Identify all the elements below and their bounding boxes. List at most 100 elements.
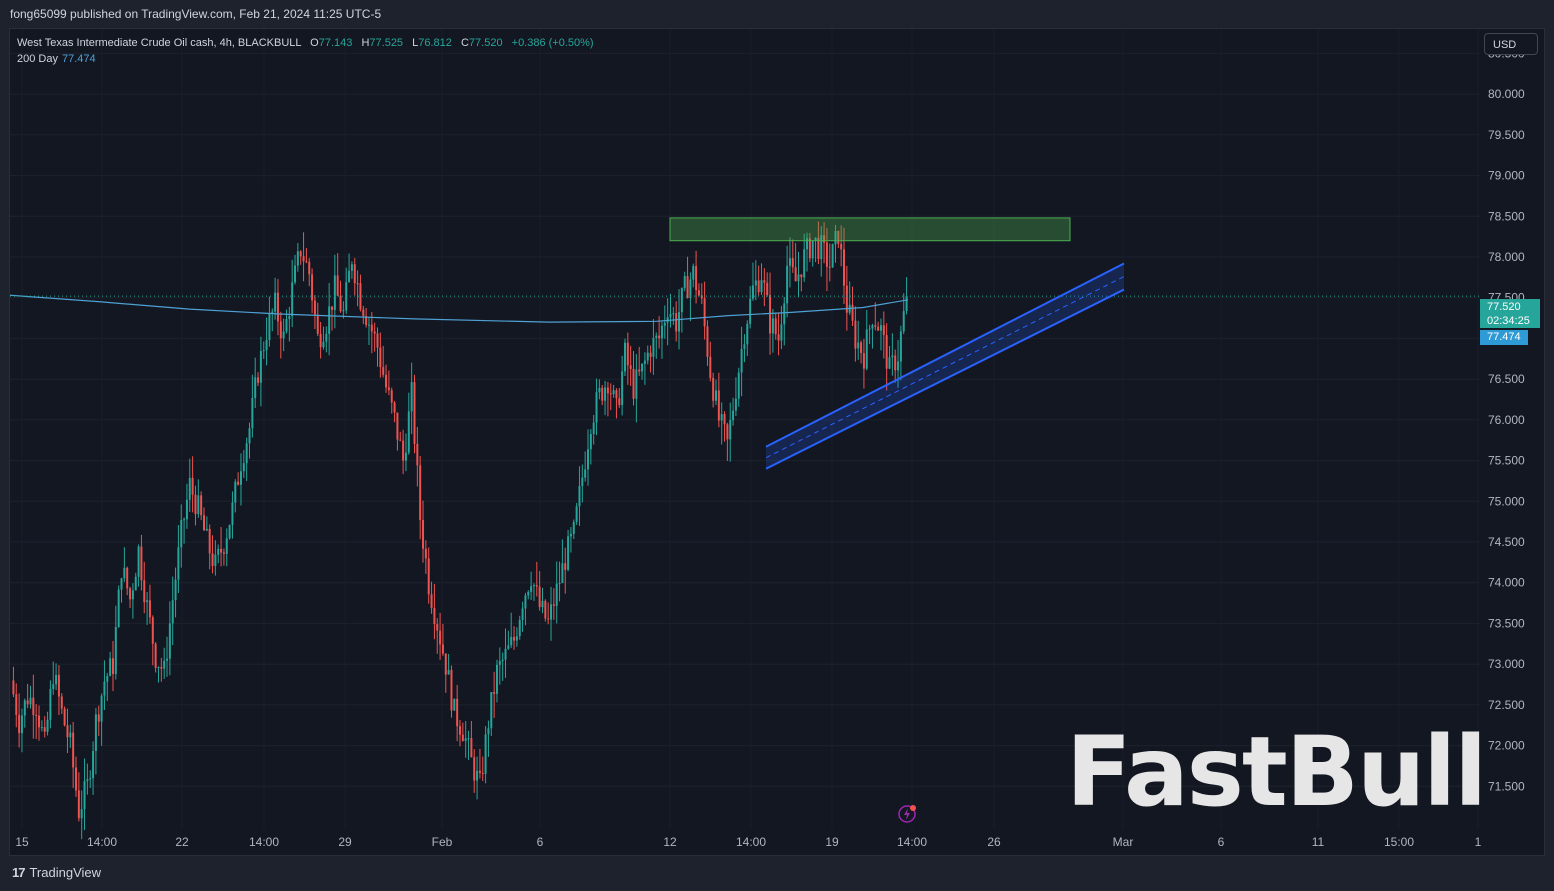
candle-body <box>518 619 521 637</box>
footer-bar: 17 TradingView <box>0 858 1554 891</box>
candle-body <box>285 319 288 332</box>
candle-body <box>302 256 305 262</box>
candle-body <box>663 322 666 326</box>
price-tick-label: 79.000 <box>1488 169 1525 183</box>
candle-body <box>823 235 826 243</box>
price-tick-label: 78.500 <box>1488 209 1525 223</box>
price-tick-label: 76.500 <box>1488 372 1525 386</box>
candle-body <box>877 326 880 331</box>
candle-body <box>257 377 260 383</box>
candle-body <box>720 414 723 421</box>
replay-icon[interactable] <box>896 803 918 825</box>
candle-body <box>111 658 114 674</box>
ma200-line <box>10 294 909 323</box>
candle-body <box>629 365 632 369</box>
last-price-value: 77.520 <box>1487 301 1521 313</box>
candle-body <box>188 477 191 500</box>
candle-body <box>276 292 279 322</box>
candle-body <box>200 495 203 516</box>
candle-body <box>882 325 885 336</box>
ma-value: 77.474 <box>61 53 96 65</box>
candle-body <box>331 306 333 310</box>
candle-body <box>507 645 510 649</box>
candle-body <box>638 369 641 372</box>
candle-body <box>700 295 703 299</box>
candle-body <box>353 264 356 284</box>
candle-body <box>89 778 92 780</box>
candle-body <box>658 335 661 339</box>
candle-body <box>481 772 484 774</box>
candle-body <box>52 684 55 689</box>
time-tick-label: 22 <box>175 835 189 849</box>
candle-body <box>504 648 507 660</box>
candle-body <box>521 608 524 620</box>
chart-panel[interactable]: 80.50080.00079.50079.00078.50078.00077.5… <box>9 28 1545 856</box>
candle-body <box>83 781 86 810</box>
candle-body <box>413 382 416 444</box>
time-tick-label: 14:00 <box>897 835 927 849</box>
candle-body <box>746 323 749 345</box>
candle-body <box>174 579 177 601</box>
candle-body <box>854 320 857 349</box>
candle-body <box>606 387 609 394</box>
candle-body <box>456 698 459 727</box>
candle-body <box>120 578 123 590</box>
chart-svg[interactable]: 80.50080.00079.50079.00078.50078.00077.5… <box>10 29 1544 855</box>
candle-body <box>248 428 251 444</box>
open-label: O <box>310 37 319 49</box>
candle-body <box>550 604 553 620</box>
candle-body <box>473 757 476 781</box>
candle-body <box>72 732 75 768</box>
price-tick-label: 79.500 <box>1488 128 1525 142</box>
candle-body <box>774 318 777 335</box>
candle-body <box>584 469 587 478</box>
low-value: 76.812 <box>418 37 452 49</box>
candle-body <box>592 422 595 435</box>
candle-body <box>160 667 163 669</box>
time-tick-label: 14:00 <box>736 835 766 849</box>
candle-body <box>268 313 271 340</box>
candle-body <box>530 586 533 592</box>
candle-body <box>211 553 214 566</box>
candle-body <box>717 390 720 421</box>
candle-body <box>581 477 584 487</box>
candle-body <box>572 521 575 534</box>
candle-body <box>220 548 223 553</box>
currency-button[interactable]: USD <box>1484 33 1538 55</box>
candle-body <box>77 790 80 819</box>
candle-body <box>217 548 220 555</box>
candle-body <box>800 274 803 278</box>
candle-body <box>678 312 681 332</box>
candle-body <box>897 361 900 371</box>
price-tick-label: 75.000 <box>1488 494 1525 508</box>
price-tick-label: 73.500 <box>1488 616 1525 630</box>
candle-body <box>103 681 106 696</box>
time-tick-label: 15:00 <box>1384 835 1414 849</box>
candle-body <box>225 538 228 554</box>
price-tick-label: 72.500 <box>1488 698 1525 712</box>
candle-body <box>532 585 535 587</box>
tradingview-logo[interactable]: 17 TradingView <box>12 858 101 888</box>
candle-body <box>788 258 791 266</box>
candle-body <box>259 351 262 383</box>
candle-body <box>623 342 626 372</box>
publish-header: fong65099 published on TradingView.com, … <box>0 0 1554 28</box>
price-tick-label: 74.500 <box>1488 535 1525 549</box>
candle-body <box>857 342 860 349</box>
candle-body <box>294 265 297 283</box>
candle-body <box>265 339 268 351</box>
candle-body <box>282 331 285 339</box>
price-tick-label: 76.000 <box>1488 413 1525 427</box>
candle-body <box>328 306 331 334</box>
candle-body <box>817 237 820 260</box>
candle-body <box>487 728 490 735</box>
candle-body <box>92 750 95 779</box>
candle-body <box>808 238 811 259</box>
candle-body <box>712 377 715 401</box>
candle-body <box>825 242 828 267</box>
change-value: +0.386 (+0.50%) <box>511 37 594 49</box>
candle-body <box>569 533 572 537</box>
symbol-title: West Texas Intermediate Crude Oil cash, … <box>17 37 302 49</box>
candle-body <box>427 558 430 595</box>
candle-body <box>362 309 365 317</box>
